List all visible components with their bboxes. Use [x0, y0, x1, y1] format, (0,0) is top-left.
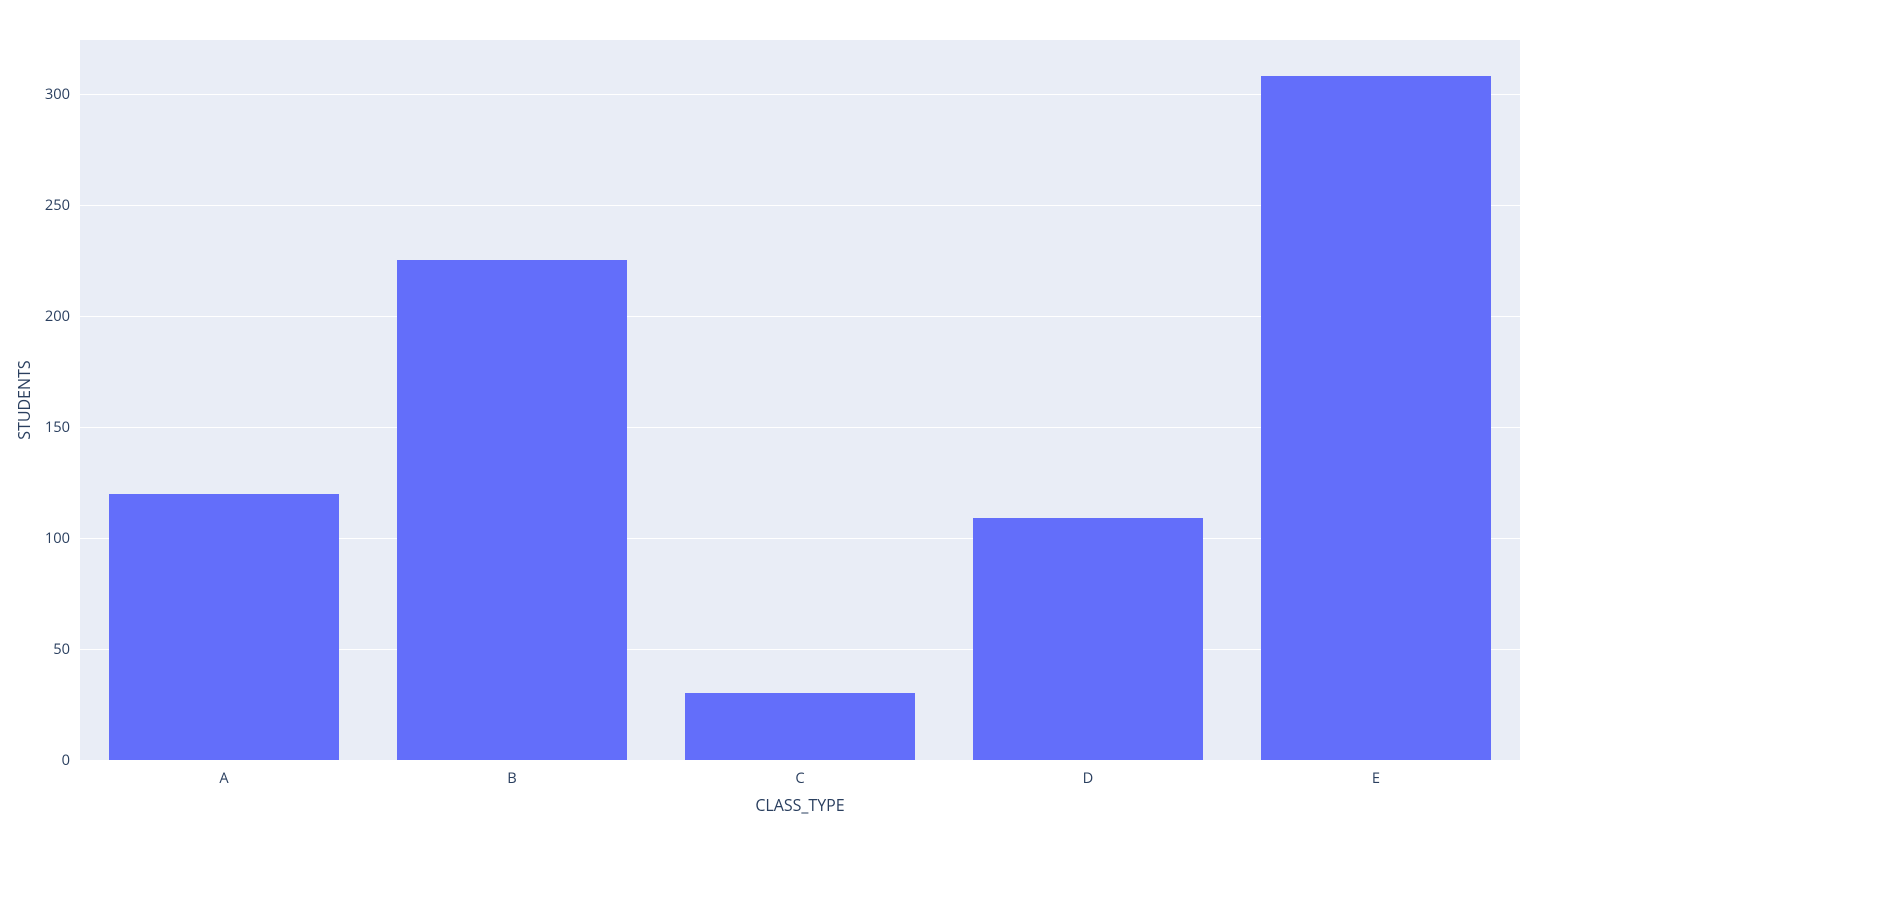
- x-tick-label: C: [795, 768, 804, 788]
- y-tick-label: 50: [0, 639, 70, 659]
- x-tick-label: D: [1083, 768, 1094, 788]
- plot-area: [80, 40, 1520, 760]
- y-tick-label: 100: [0, 528, 70, 548]
- y-axis-label: STUDENTS: [13, 360, 35, 439]
- y-tick-label: 250: [0, 195, 70, 215]
- x-tick-label: E: [1372, 768, 1380, 788]
- bar-B: [397, 260, 627, 760]
- bar-A: [109, 494, 339, 760]
- y-tick-label: 300: [0, 84, 70, 104]
- bar-chart: 0 50 100 150 200 250 300 A B C D E STUDENTS CLASS_…: [0, 0, 1904, 921]
- y-tick-label: 200: [0, 306, 70, 326]
- gridline: [80, 760, 1520, 761]
- x-tick-label: A: [219, 768, 228, 788]
- x-tick-label: B: [507, 768, 516, 788]
- bar-E: [1261, 76, 1491, 760]
- bar-D: [973, 518, 1203, 760]
- y-tick-label: 150: [0, 417, 70, 437]
- x-axis-label: CLASS_TYPE: [755, 794, 844, 816]
- y-tick-label: 0: [0, 750, 70, 770]
- bar-C: [685, 693, 915, 760]
